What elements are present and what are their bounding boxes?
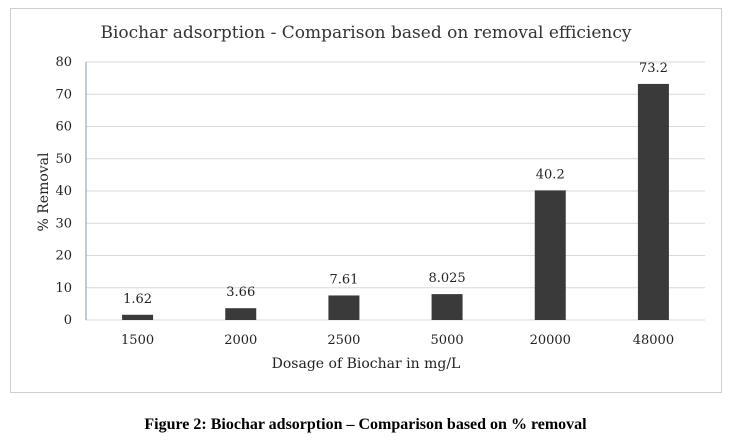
x-tick-label: 5000 (431, 333, 464, 348)
y-tick-label: 10 (55, 281, 72, 296)
bars (122, 83, 669, 321)
x-tick-label: 2000 (224, 333, 257, 348)
y-tick-label: 20 (55, 249, 72, 264)
y-tick-label: 80 (55, 55, 72, 70)
y-axis-label: % Removal (36, 152, 52, 232)
data-label: 40.2 (536, 167, 565, 182)
data-label: 73.2 (639, 61, 668, 76)
y-tick-label: 50 (55, 152, 72, 167)
bar (225, 308, 257, 320)
x-tick-label: 20000 (530, 333, 571, 348)
y-axis-ticks: 0 10 20 30 40 50 60 70 80 (55, 55, 72, 328)
y-tick-label: 30 (55, 216, 72, 231)
x-tick-label: 1500 (121, 333, 154, 348)
bar-chart: Biochar adsorption - Comparison based on… (36, 23, 705, 372)
bar (431, 294, 463, 320)
x-axis-label: Dosage of Biochar in mg/L (272, 356, 461, 372)
bar (637, 83, 669, 321)
y-tick-label: 70 (55, 87, 72, 102)
chart-frame (10, 8, 722, 393)
bar (122, 314, 154, 320)
x-tick-label: 2500 (327, 333, 360, 348)
figure-caption: Figure 2: Biochar adsorption – Compariso… (144, 416, 587, 433)
data-label: 8.025 (428, 271, 465, 286)
bar (328, 295, 360, 320)
y-tick-label: 40 (55, 184, 72, 199)
y-tick-label: 0 (64, 313, 72, 328)
x-axis-ticks: 1500 2000 2500 5000 20000 48000 (121, 333, 674, 348)
data-labels: 1.62 3.66 7.61 8.025 40.2 73.2 (123, 61, 668, 307)
x-tick-label: 48000 (633, 333, 674, 348)
data-label: 1.62 (123, 292, 152, 307)
y-tick-label: 60 (55, 120, 72, 135)
data-label: 3.66 (226, 285, 255, 300)
chart-title: Biochar adsorption - Comparison based on… (100, 23, 631, 43)
gridlines (86, 61, 705, 321)
data-label: 7.61 (329, 272, 358, 287)
bar (534, 190, 566, 320)
